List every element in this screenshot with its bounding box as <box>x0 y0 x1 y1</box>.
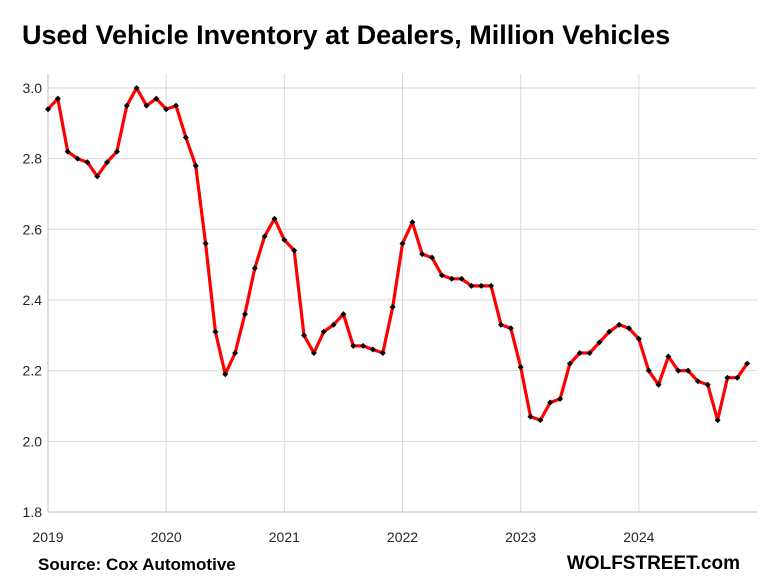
data-point-marker <box>232 350 239 356</box>
data-point-marker <box>113 148 120 155</box>
data-point-marker <box>507 325 514 332</box>
data-point-marker <box>54 95 61 102</box>
data-point-marker <box>586 350 593 356</box>
data-point-marker <box>685 367 692 374</box>
data-point-marker <box>182 134 189 141</box>
data-point-marker <box>389 304 396 311</box>
y-tick-label: 2.6 <box>23 221 43 237</box>
data-point-marker <box>320 328 327 335</box>
data-point-marker <box>104 159 111 166</box>
data-point-marker <box>330 321 337 328</box>
data-point-marker <box>429 254 436 261</box>
x-tick-label: 2021 <box>269 529 300 545</box>
data-point-marker <box>616 321 623 328</box>
data-point-marker <box>497 321 504 328</box>
data-point-marker <box>547 399 554 406</box>
source-note: Source: Cox Automotive <box>38 555 236 574</box>
data-point-marker <box>596 339 603 346</box>
x-tick-label: 2024 <box>623 529 654 545</box>
data-point-marker <box>675 367 682 374</box>
y-tick-label: 2.2 <box>23 363 43 379</box>
data-point-marker <box>448 275 455 282</box>
data-point-marker <box>478 282 485 289</box>
data-point-marker <box>123 102 130 109</box>
data-point-marker <box>409 219 416 226</box>
data-point-marker <box>744 360 751 367</box>
data-point-marker <box>714 417 721 424</box>
data-point-marker <box>173 102 180 109</box>
data-point-marker <box>468 282 475 289</box>
data-point-marker <box>488 282 495 289</box>
y-tick-label: 1.8 <box>23 504 43 520</box>
data-point-marker <box>379 350 386 356</box>
data-point-marker <box>45 106 51 113</box>
data-point-marker <box>635 335 642 342</box>
data-point-marker <box>310 350 317 356</box>
data-point-marker <box>133 85 140 91</box>
data-point-marker <box>212 328 219 335</box>
data-point-marker <box>261 233 268 240</box>
data-point-marker <box>704 381 711 388</box>
series-line <box>46 86 749 422</box>
data-point-marker <box>251 265 258 272</box>
x-tick-label: 2019 <box>32 529 63 545</box>
data-point-marker <box>360 342 367 349</box>
data-point-marker <box>192 162 199 169</box>
data-point-marker <box>694 378 701 385</box>
y-tick-label: 2.0 <box>23 433 43 449</box>
data-point-marker <box>241 311 248 318</box>
data-point-marker <box>557 395 564 402</box>
data-point-marker <box>625 325 632 332</box>
data-point-marker <box>369 346 376 353</box>
data-point-marker <box>458 275 465 282</box>
data-point-marker <box>64 148 71 155</box>
data-point-marker <box>527 413 534 420</box>
data-point-marker <box>566 360 573 367</box>
data-point-marker <box>517 364 524 371</box>
data-point-marker <box>202 240 209 247</box>
data-point-marker <box>74 155 81 162</box>
x-tick-label: 2020 <box>151 529 182 545</box>
data-point-marker <box>399 240 406 247</box>
data-point-marker <box>438 272 445 279</box>
data-point-marker <box>734 374 741 381</box>
y-tick-label: 2.8 <box>23 151 43 167</box>
data-point-marker <box>655 381 662 388</box>
data-point-marker <box>724 374 731 381</box>
data-point-marker <box>84 159 91 166</box>
data-point-marker <box>665 353 672 360</box>
data-point-marker <box>163 106 170 113</box>
data-point-marker <box>606 328 613 335</box>
y-tick-label: 3.0 <box>23 80 43 96</box>
data-point-marker <box>301 332 308 339</box>
credit-label: WOLFSTREET.com <box>566 553 740 574</box>
data-point-marker <box>419 251 426 258</box>
data-point-marker <box>645 367 652 374</box>
data-point-marker <box>271 215 278 222</box>
data-point-marker <box>153 95 160 102</box>
data-point-marker <box>340 311 347 318</box>
x-tick-label: 2023 <box>505 529 536 545</box>
data-point-marker <box>143 102 150 109</box>
data-point-marker <box>350 342 357 349</box>
data-point-marker <box>576 350 583 356</box>
data-point-marker <box>537 417 544 424</box>
y-tick-label: 2.4 <box>23 292 43 308</box>
data-point-marker <box>222 371 229 378</box>
x-tick-label: 2022 <box>387 529 418 545</box>
data-point-marker <box>291 247 298 254</box>
data-point-marker <box>94 173 101 180</box>
chart-title: Used Vehicle Inventory at Dealers, Milli… <box>22 20 671 50</box>
data-point-marker <box>281 236 288 243</box>
